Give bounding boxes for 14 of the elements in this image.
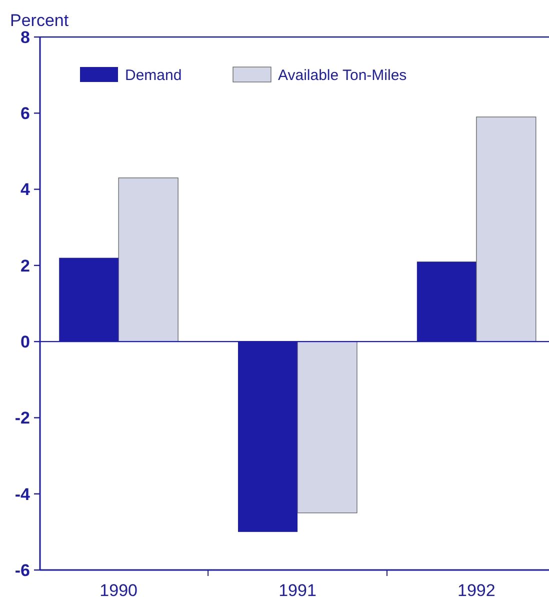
y-tick-label: 8	[20, 28, 30, 47]
x-tick-label: 1992	[457, 581, 496, 597]
x-tick-label: 1991	[278, 581, 316, 597]
y-tick-label: -6	[14, 560, 30, 580]
y-tick-label: 4	[20, 180, 31, 200]
x-tick-label: 1990	[100, 581, 138, 597]
y-tick-label: 6	[20, 104, 30, 124]
y-axis-title: Percent	[10, 11, 69, 30]
y-tick-label: -4	[14, 484, 31, 504]
legend-label: Demand	[125, 67, 182, 84]
legend-label: Available Ton-Miles	[278, 67, 407, 84]
y-tick-label: -2	[14, 408, 30, 428]
y-tick-label: 2	[20, 256, 30, 276]
y-tick-label: 0	[20, 332, 30, 352]
